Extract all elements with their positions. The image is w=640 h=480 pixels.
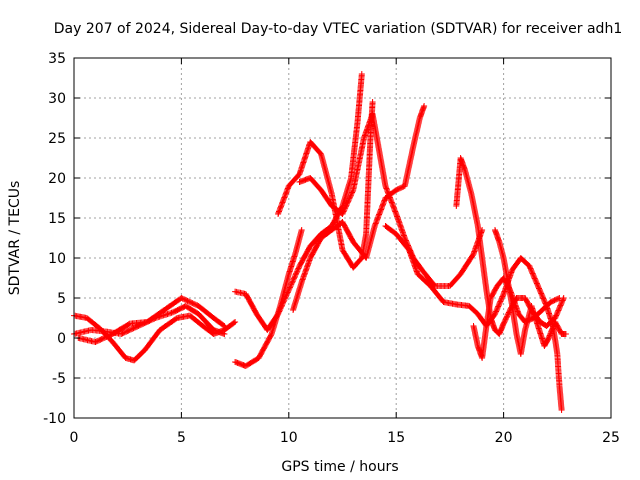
x-tick-label: 15 <box>387 430 405 446</box>
y-tick-label: 20 <box>48 171 66 187</box>
y-tick-label: 35 <box>48 51 66 67</box>
y-axis-title: SDTVAR / TECUs <box>7 181 23 296</box>
y-tick-label: 5 <box>57 291 66 307</box>
series-track-6 <box>275 99 376 271</box>
axes: 0 5 10 15 20 25 -10 -5 0 5 10 15 20 25 30 35 <box>43 51 620 446</box>
plot-frame <box>73 57 612 419</box>
y-tick-label: 15 <box>48 211 66 227</box>
x-tick-label: 25 <box>602 430 620 446</box>
series-track-7 <box>290 103 428 313</box>
plus-markers <box>290 103 428 313</box>
chart-title: Day 207 of 2024, Sidereal Day-to-day VTE… <box>54 21 622 37</box>
x-tick-label: 20 <box>495 430 513 446</box>
x-tick-label: 5 <box>177 430 186 446</box>
y-tick-label: 30 <box>48 91 66 107</box>
series-track-8 <box>296 111 486 289</box>
y-tick-label: -5 <box>52 371 66 387</box>
x-tick-label: 10 <box>280 430 298 446</box>
plus-markers <box>296 111 486 289</box>
y-tick-label: 25 <box>48 131 66 147</box>
y-tick-label: 0 <box>57 331 66 347</box>
series-track-12 <box>470 275 563 361</box>
y-tick-label: 10 <box>48 251 66 267</box>
grid <box>74 58 611 418</box>
x-axis-title: GPS time / hours <box>281 459 398 475</box>
plus-markers <box>275 99 376 271</box>
data-layer <box>71 71 569 413</box>
plus-markers <box>470 275 563 361</box>
y-tick-label: -10 <box>43 411 66 427</box>
x-tick-label: 0 <box>70 430 79 446</box>
